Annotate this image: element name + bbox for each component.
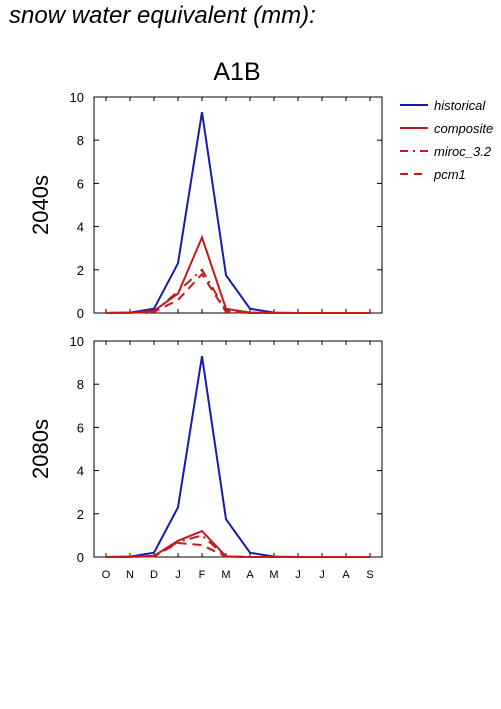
x-tick-label: M <box>221 569 230 581</box>
x-tick-label: N <box>126 569 134 581</box>
panel-2040s: 0 2 4 6 8 10 2040s <box>28 90 383 321</box>
y-tick-label: 0 <box>77 550 84 565</box>
x-tick-label: D <box>150 569 158 581</box>
y-tick-label: 0 <box>77 306 84 321</box>
x-tick-label: M <box>269 569 278 581</box>
y-tick-label: 10 <box>70 334 84 349</box>
x-tick-label: F <box>199 569 206 581</box>
legend: historical composite miroc_3.2 pcm1 <box>400 98 493 182</box>
y-tick-label: 6 <box>77 176 84 191</box>
x-tick-label: A <box>342 569 350 581</box>
row-label: 2040s <box>28 175 53 235</box>
y-tick-label: 8 <box>77 133 84 148</box>
series-line-historical <box>105 111 370 314</box>
series-line-pcm1 <box>105 541 370 558</box>
page-title: snow water equivalent (mm): <box>9 2 316 29</box>
legend-label: pcm1 <box>433 167 466 182</box>
panel-2080s: 0 2 4 6 8 10 O N D J F M A M J J A S 2080s <box>28 334 383 581</box>
series-line-miroc-3-2 <box>105 268 370 314</box>
row-label: 2080s <box>28 419 53 479</box>
chart-title: A1B <box>213 58 260 86</box>
y-tick-label: 2 <box>77 263 84 278</box>
y-tick-label: 6 <box>77 420 84 435</box>
y-tick-label: 10 <box>70 90 84 105</box>
series-line-composite <box>105 234 370 314</box>
x-tick-label: J <box>175 569 181 581</box>
x-tick-label: O <box>102 569 111 581</box>
y-tick-label: 4 <box>77 220 84 235</box>
series-line-miroc-3-2 <box>105 534 370 558</box>
series-line-pcm1 <box>105 272 370 314</box>
x-tick-label: S <box>366 569 373 581</box>
x-tick-label: J <box>319 569 325 581</box>
legend-label: historical <box>434 98 486 113</box>
legend-label: miroc_3.2 <box>434 144 492 159</box>
y-tick-label: 8 <box>77 377 84 392</box>
plot-frame <box>93 96 383 314</box>
y-tick-label: 2 <box>77 507 84 522</box>
x-tick-label: A <box>246 569 254 581</box>
x-tick-label: J <box>295 569 301 581</box>
plot-frame <box>93 340 383 558</box>
legend-label: composite <box>434 121 493 136</box>
series-line-historical <box>105 355 370 558</box>
y-tick-label: 4 <box>77 464 84 479</box>
